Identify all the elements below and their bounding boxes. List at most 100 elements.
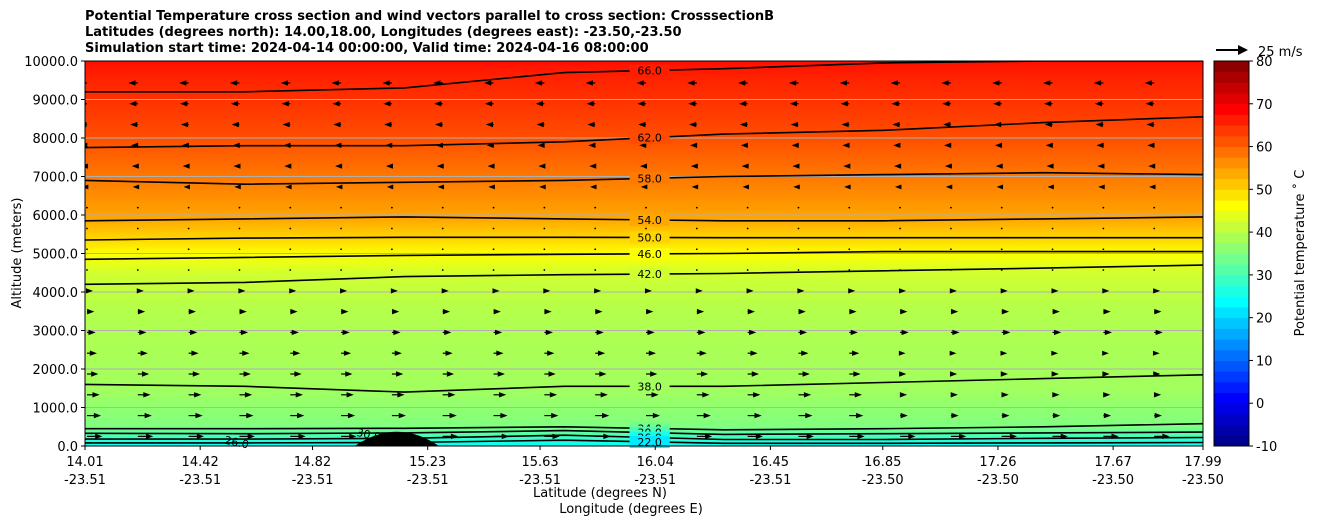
wind-vector [340, 248, 342, 251]
wind-vector [696, 308, 705, 315]
wind-vector-head [182, 163, 190, 169]
wind-vector [1000, 206, 1003, 209]
wind-vector-head [1001, 308, 1010, 315]
wind-vector-head [1054, 329, 1062, 336]
wind-vector-head [639, 142, 647, 149]
wind-vector [1000, 350, 1008, 356]
wind-vector-head [638, 121, 646, 128]
wind-vector-head [331, 80, 339, 86]
terrain [354, 431, 439, 446]
wind-vector [232, 142, 240, 149]
wind-vector [687, 80, 697, 86]
wind-vector-dot [1051, 248, 1054, 251]
wind-vector [747, 350, 758, 356]
wind-vector-head [996, 184, 1004, 190]
x-tick-label-lat-5: 16.04 [637, 455, 674, 470]
wind-vector [442, 308, 451, 315]
wind-vector-head [484, 101, 493, 107]
wind-vector [1153, 269, 1156, 271]
wind-vector-head [441, 288, 449, 294]
wind-vector [493, 371, 505, 377]
wind-vector-head [397, 392, 405, 398]
wind-vector-head [1045, 142, 1053, 149]
colorbar-tick-label-6: 50 [1256, 183, 1273, 198]
wind-vector-head [798, 308, 806, 315]
wind-vector-dot [950, 206, 952, 209]
wind-vector [848, 206, 851, 209]
wind-vector-head [848, 288, 856, 294]
y-tick-label-6: 6000.0 [33, 209, 79, 224]
wind-vector-head [639, 163, 648, 169]
wind-vector-head [801, 350, 809, 356]
wind-vector [486, 142, 494, 149]
wind-vector-head [689, 142, 698, 149]
colorbar-band [1214, 210, 1249, 222]
wind-vector-head [335, 163, 343, 169]
x-tick-label-lon-10: -23.50 [1182, 473, 1224, 488]
wind-vector-head [898, 350, 906, 356]
wind-vector-head [1094, 101, 1102, 107]
wind-vector [492, 206, 495, 209]
wind-vector-dot [1051, 227, 1054, 230]
wind-vector [234, 184, 241, 190]
wind-vector-dot [1051, 269, 1054, 271]
colorbar-band [1214, 146, 1249, 158]
wind-vectors [85, 80, 1170, 440]
wind-vector-dot [136, 248, 139, 251]
colorbar-band [1214, 424, 1249, 436]
wind-vector-head [180, 121, 189, 128]
wind-vector-head [238, 288, 246, 294]
wind-vector-head [890, 80, 898, 86]
wind-vector-head [853, 371, 861, 377]
wind-vector [544, 433, 560, 440]
wind-vector [900, 329, 909, 336]
wind-vector-head [586, 101, 594, 107]
wind-vector [1102, 227, 1105, 230]
wind-vector-head [240, 329, 249, 336]
colorbar-band [1214, 93, 1249, 105]
wind-vector-head [1046, 163, 1054, 169]
wind-vector-dot [1153, 206, 1156, 209]
wind-vector-dot [797, 206, 800, 209]
x-tick-label-lon-9: -23.50 [1092, 473, 1134, 488]
wind-vector-head [88, 329, 96, 336]
contour-label-58.0: 58.0 [637, 172, 662, 185]
wind-vector [1153, 248, 1156, 251]
contour-label-22.0: 22.0 [637, 436, 662, 449]
wind-vector-head [334, 142, 342, 149]
wind-vector-head [484, 80, 492, 86]
wind-vector [1103, 433, 1119, 440]
wind-vector [341, 433, 357, 440]
wind-vector [391, 392, 405, 398]
wind-vector-head [949, 371, 958, 377]
wind-vector [943, 121, 951, 128]
contour-label-42.0: 42.0 [637, 268, 662, 281]
wind-vector [290, 329, 299, 336]
wind-vector [544, 392, 558, 398]
wind-vector [797, 248, 800, 251]
wind-vector [434, 101, 443, 107]
wind-vector [739, 101, 748, 107]
wind-vector-head [738, 80, 746, 86]
wind-vector [382, 80, 392, 86]
wind-vector-head [187, 288, 195, 294]
wind-vector-head [131, 163, 139, 169]
x-tick-label-lon-8: -23.50 [977, 473, 1019, 488]
wind-vector [188, 329, 198, 336]
wind-vector-dot [391, 227, 393, 230]
wind-vector-head [842, 142, 850, 149]
wind-vector-head [194, 392, 202, 398]
wind-vector-head [1153, 288, 1161, 294]
wind-vector [1147, 142, 1155, 149]
wind-vector-head [704, 433, 713, 440]
wind-vector-head [900, 308, 908, 315]
wind-vector-dot [86, 206, 88, 209]
x-tick-label-lat-9: 17.67 [1095, 455, 1132, 470]
wind-vector-dot [289, 248, 292, 251]
wind-vector [441, 269, 444, 271]
wind-vector [341, 350, 352, 356]
wind-vector-head [640, 184, 648, 190]
wind-vector [798, 329, 808, 336]
wind-vector-head [747, 308, 755, 315]
wind-vector-head [699, 350, 707, 356]
